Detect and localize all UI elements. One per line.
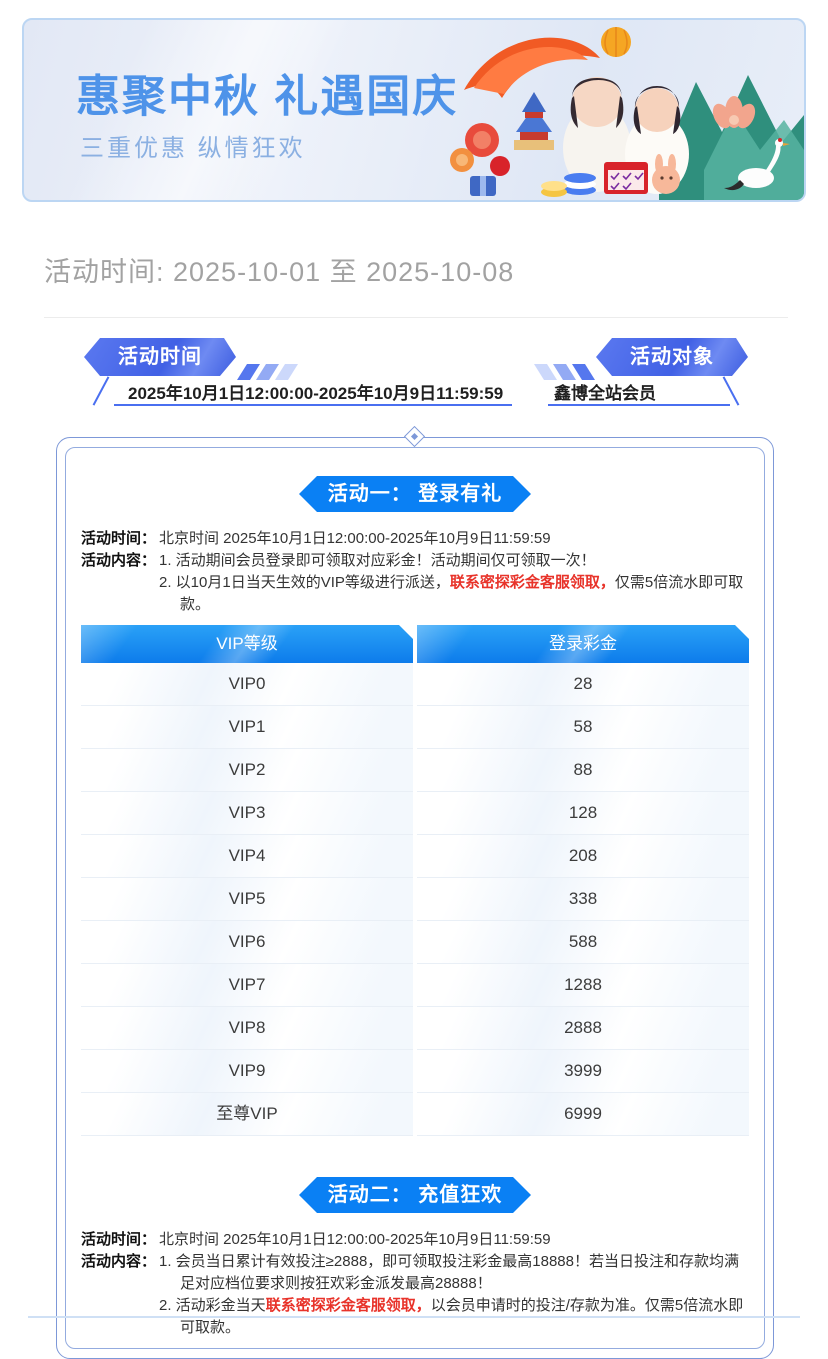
- ribbon-diagonal-line: [722, 376, 740, 406]
- login-bonus-cell: 88: [417, 749, 749, 792]
- vip-level-cell: VIP2: [81, 749, 413, 792]
- table-row: VIP1 58: [81, 706, 749, 749]
- table-body: VIP0 28 VIP1 58 VIP2 88 VIP3 128 VIP4 20…: [81, 663, 749, 1136]
- table-row: VIP2 88: [81, 749, 749, 792]
- login-bonus-cell: 3999: [417, 1050, 749, 1093]
- activity1-time-label: 活动时间：: [81, 530, 157, 547]
- banner-subtitle: 三重优惠 纵情狂欢: [80, 135, 306, 162]
- ribbon-underline: [548, 404, 730, 406]
- vip-level-cell: VIP7: [81, 964, 413, 1007]
- table-row: 至尊VIP 6999: [81, 1093, 749, 1136]
- activity-time-badge: 活动时间: [84, 338, 236, 376]
- contact-service-highlight: 联系密探彩金客服领取，: [265, 1297, 431, 1314]
- table-row: VIP0 28: [81, 663, 749, 706]
- activity1-rule-1: 1. 活动期间会员登录即可领取对应彩金！活动期间仅可领取一次！: [159, 552, 596, 569]
- banner-title: 惠聚中秋 礼遇国庆: [76, 72, 459, 121]
- content-frame: 活动一： 登录有礼 活动时间： 北京时间 2025年10月1日12:00:00-…: [56, 425, 774, 1359]
- vip-level-cell: VIP6: [81, 921, 413, 964]
- activity1-rule-2: 2. 以10月1日当天生效的VIP等级进行派送，联系密探彩金客服领取，仅需5倍流…: [159, 574, 744, 613]
- activity-period-text: 活动时间: 2025-10-01 至 2025-10-08: [44, 257, 515, 287]
- section-divider: [44, 317, 788, 318]
- ribbon-row: 活动时间 2025年10月1日12:00:00-2025年10月9日11:59:…: [84, 338, 748, 410]
- activity-target-value: 鑫博全站会员: [554, 384, 656, 403]
- vip-level-cell: VIP8: [81, 1007, 413, 1050]
- vip-level-cell: 至尊VIP: [81, 1093, 413, 1136]
- table-row: VIP3 128: [81, 792, 749, 835]
- activity1-badge: 活动一： 登录有礼: [299, 476, 531, 512]
- login-bonus-cell: 6999: [417, 1093, 749, 1136]
- ribbon-underline: [114, 404, 512, 406]
- table-header-row: VIP等级 登录彩金: [81, 625, 749, 663]
- activity-target-ribbon: 活动对象 鑫博全站会员: [534, 338, 748, 410]
- speed-stripes-icon: [534, 364, 595, 380]
- table-row: VIP6 588: [81, 921, 749, 964]
- activity-time-value: 2025年10月1日12:00:00-2025年10月9日11:59:59: [128, 384, 504, 403]
- activity2-badge: 活动二： 充值狂欢: [299, 1177, 531, 1213]
- activity1-time-value: 北京时间 2025年10月1日12:00:00-2025年10月9日11:59:…: [159, 530, 551, 547]
- login-bonus-cell: 28: [417, 663, 749, 706]
- vip-bonus-table: VIP等级 登录彩金 VIP0 28 VIP1 58 VIP2 88 VIP3 …: [81, 625, 749, 1136]
- vip-level-cell: VIP0: [81, 663, 413, 706]
- table-row: VIP4 208: [81, 835, 749, 878]
- activity-time-ribbon: 活动时间 2025年10月1日12:00:00-2025年10月9日11:59:…: [84, 338, 524, 410]
- table-row: VIP7 1288: [81, 964, 749, 1007]
- table-row: VIP8 2888: [81, 1007, 749, 1050]
- login-bonus-cell: 208: [417, 835, 749, 878]
- activity-target-badge: 活动对象: [596, 338, 748, 376]
- bottom-edge-line: [28, 1316, 800, 1318]
- contact-service-highlight: 联系密探彩金客服领取，: [449, 574, 615, 591]
- vip-level-cell: VIP3: [81, 792, 413, 835]
- banner-illustration: [450, 27, 804, 200]
- activity2-details: 活动时间： 北京时间 2025年10月1日12:00:00-2025年10月9日…: [81, 1229, 749, 1339]
- promo-banner: 惠聚中秋 礼遇国庆 三重优惠 纵情狂欢: [22, 18, 806, 202]
- table-header-login-bonus: 登录彩金: [417, 625, 749, 663]
- vip-level-cell: VIP5: [81, 878, 413, 921]
- vip-level-cell: VIP1: [81, 706, 413, 749]
- login-bonus-cell: 128: [417, 792, 749, 835]
- table-header-vip-level: VIP等级: [81, 625, 413, 663]
- table-row: VIP9 3999: [81, 1050, 749, 1093]
- ribbon-diagonal-line: [92, 376, 110, 406]
- activity2-time-label: 活动时间：: [81, 1231, 157, 1248]
- activity2-rule-1: 1. 会员当日累计有效投注≥2888，即可领取投注彩金最高18888！若当日投注…: [159, 1253, 739, 1292]
- login-bonus-cell: 588: [417, 921, 749, 964]
- table-row: VIP5 338: [81, 878, 749, 921]
- banner-shine-decoration: [24, 20, 484, 200]
- activity2-content-label: 活动内容：: [81, 1253, 157, 1270]
- vip-level-cell: VIP4: [81, 835, 413, 878]
- login-bonus-cell: 338: [417, 878, 749, 921]
- login-bonus-cell: 58: [417, 706, 749, 749]
- activity1-details: 活动时间： 北京时间 2025年10月1日12:00:00-2025年10月9日…: [81, 528, 749, 616]
- login-bonus-cell: 1288: [417, 964, 749, 1007]
- login-bonus-cell: 2888: [417, 1007, 749, 1050]
- activity2-time-value: 北京时间 2025年10月1日12:00:00-2025年10月9日11:59:…: [159, 1231, 551, 1248]
- speed-stripes-icon: [237, 364, 298, 380]
- activity1-content-label: 活动内容：: [81, 552, 157, 569]
- vip-level-cell: VIP9: [81, 1050, 413, 1093]
